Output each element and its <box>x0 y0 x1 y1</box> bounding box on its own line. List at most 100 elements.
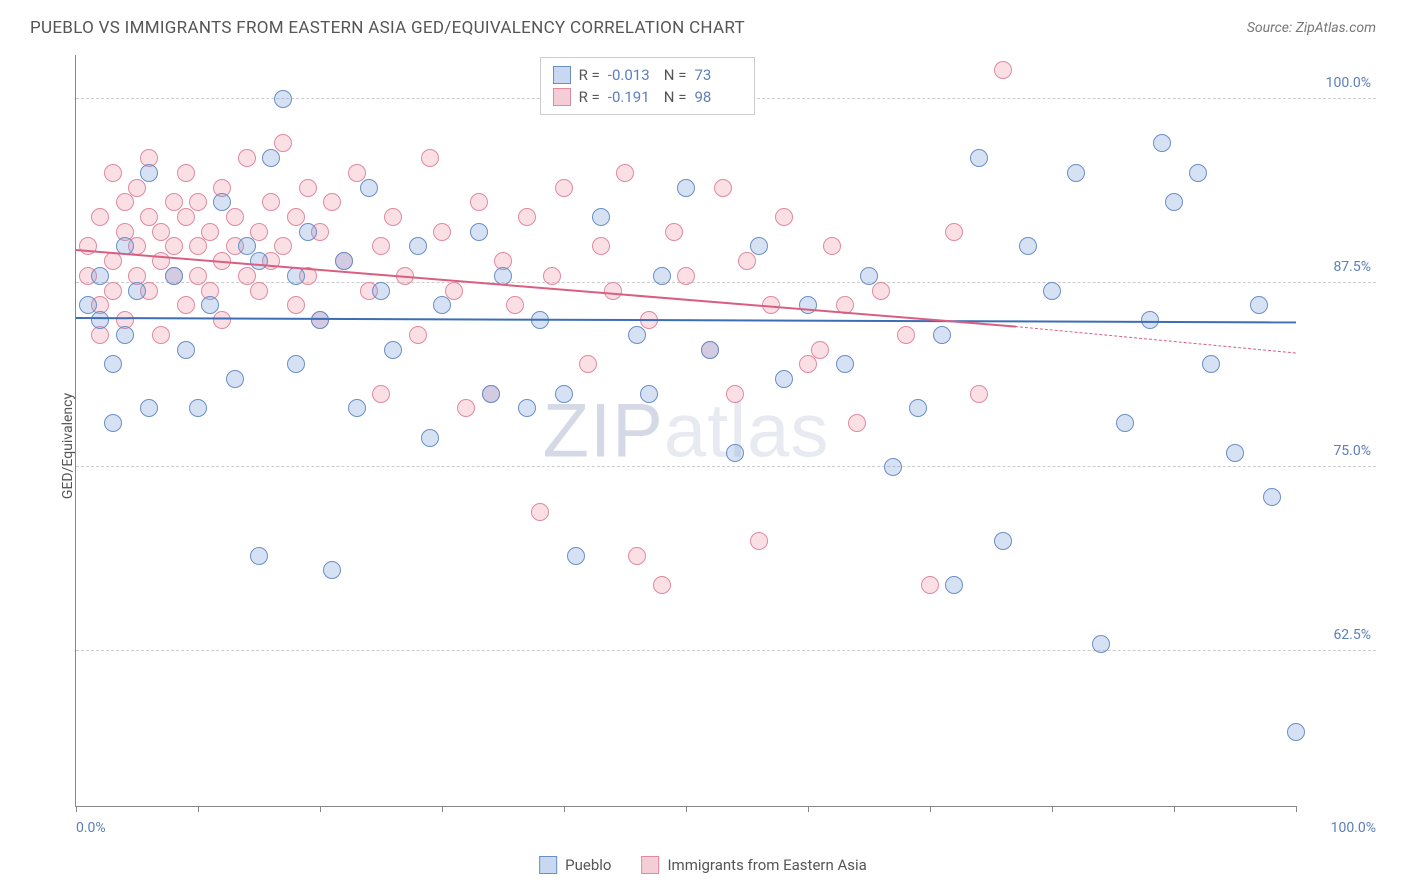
x-tick <box>564 806 565 812</box>
scatter-point <box>640 385 658 403</box>
x-min-label: 0.0% <box>76 820 106 836</box>
scatter-point <box>238 149 256 167</box>
scatter-point <box>262 149 280 167</box>
scatter-point <box>592 208 610 226</box>
scatter-point <box>750 237 768 255</box>
plot-area: ZIPatlas 62.5%75.0%87.5%100.0%0.0%100.0%… <box>75 55 1296 807</box>
scatter-point <box>1043 282 1061 300</box>
scatter-point <box>653 576 671 594</box>
scatter-point <box>604 282 622 300</box>
scatter-point <box>213 193 231 211</box>
scatter-point <box>738 252 756 270</box>
scatter-point <box>323 193 341 211</box>
scatter-point <box>1092 635 1110 653</box>
x-tick <box>76 806 77 812</box>
scatter-point <box>104 252 122 270</box>
scatter-point <box>567 547 585 565</box>
y-tick-label: 87.5% <box>1333 259 1371 275</box>
scatter-point <box>775 208 793 226</box>
scatter-point <box>470 193 488 211</box>
legend-stats-row: R =-0.191N =98 <box>553 86 743 108</box>
x-tick <box>320 806 321 812</box>
scatter-point <box>799 296 817 314</box>
scatter-point <box>1019 237 1037 255</box>
legend-swatch <box>553 88 571 106</box>
legend-label: Pueblo <box>565 856 611 874</box>
scatter-point <box>421 429 439 447</box>
r-label: R = <box>579 66 600 84</box>
scatter-point <box>994 532 1012 550</box>
scatter-point <box>518 399 536 417</box>
trend-line <box>1015 326 1296 354</box>
gridline <box>76 650 1376 651</box>
scatter-point <box>1189 164 1207 182</box>
scatter-point <box>140 164 158 182</box>
scatter-point <box>274 237 292 255</box>
scatter-point <box>714 179 732 197</box>
scatter-point <box>433 296 451 314</box>
scatter-point <box>433 223 451 241</box>
scatter-point <box>543 267 561 285</box>
bottom-legend: Pueblo Immigrants from Eastern Asia <box>539 856 867 874</box>
scatter-point <box>677 179 695 197</box>
scatter-point <box>116 326 134 344</box>
scatter-point <box>177 341 195 359</box>
scatter-point <box>409 237 427 255</box>
scatter-point <box>1226 444 1244 462</box>
scatter-point <box>1153 134 1171 152</box>
scatter-point <box>177 164 195 182</box>
scatter-point <box>945 223 963 241</box>
scatter-point <box>250 282 268 300</box>
n-label: N = <box>664 66 687 84</box>
scatter-point <box>189 399 207 417</box>
scatter-point <box>994 61 1012 79</box>
x-max-label: 100.0% <box>1331 820 1376 836</box>
scatter-point <box>189 237 207 255</box>
scatter-point <box>482 385 500 403</box>
n-value: 73 <box>694 66 742 84</box>
scatter-point <box>201 223 219 241</box>
scatter-point <box>970 385 988 403</box>
x-tick <box>198 806 199 812</box>
chart-header: PUEBLO VS IMMIGRANTS FROM EASTERN ASIA G… <box>0 0 1406 48</box>
scatter-point <box>750 532 768 550</box>
scatter-point <box>372 282 390 300</box>
scatter-point <box>628 547 646 565</box>
n-value: 98 <box>694 88 742 106</box>
scatter-point <box>116 193 134 211</box>
scatter-point <box>494 267 512 285</box>
scatter-point <box>665 223 683 241</box>
scatter-point <box>226 208 244 226</box>
x-tick <box>1296 806 1297 812</box>
x-tick <box>930 806 931 812</box>
legend-label: Immigrants from Eastern Asia <box>667 856 866 874</box>
bottom-legend-item: Pueblo <box>539 856 611 874</box>
scatter-point <box>91 267 109 285</box>
scatter-point <box>250 223 268 241</box>
scatter-point <box>775 370 793 388</box>
scatter-point <box>872 282 890 300</box>
legend-stats-box: R =-0.013N =73R =-0.191N =98 <box>540 57 756 115</box>
scatter-point <box>909 399 927 417</box>
scatter-point <box>457 399 475 417</box>
y-tick-label: 62.5% <box>1333 627 1371 643</box>
scatter-point <box>579 355 597 373</box>
scatter-point <box>287 296 305 314</box>
scatter-point <box>1067 164 1085 182</box>
scatter-point <box>104 414 122 432</box>
r-label: R = <box>579 88 600 106</box>
watermark: ZIPatlas <box>543 387 830 474</box>
scatter-point <box>897 326 915 344</box>
scatter-point <box>726 385 744 403</box>
scatter-point <box>726 444 744 462</box>
scatter-point <box>250 547 268 565</box>
x-tick <box>686 806 687 812</box>
scatter-point <box>384 208 402 226</box>
scatter-point <box>653 267 671 285</box>
scatter-point <box>189 193 207 211</box>
scatter-point <box>299 223 317 241</box>
scatter-point <box>628 326 646 344</box>
scatter-point <box>165 237 183 255</box>
scatter-point <box>1202 355 1220 373</box>
scatter-point <box>104 164 122 182</box>
